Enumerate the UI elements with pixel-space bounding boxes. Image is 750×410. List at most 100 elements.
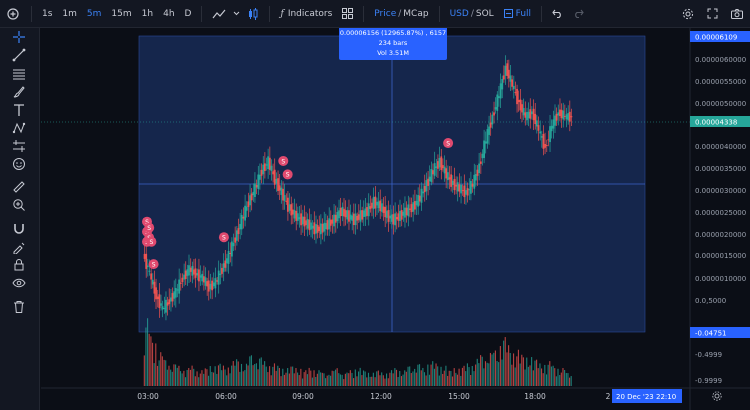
candle-body	[221, 267, 223, 274]
volume-bar	[156, 365, 159, 386]
candle-body	[344, 210, 347, 218]
prediction-icon[interactable]	[10, 137, 28, 155]
candle-body	[479, 161, 482, 164]
volume-bar	[405, 371, 407, 386]
chevron-down-icon[interactable]	[231, 0, 242, 28]
svg-text:20 Dec '23: 20 Dec '23	[616, 393, 654, 401]
volume-bar	[217, 365, 220, 386]
magnet-icon[interactable]	[10, 220, 28, 238]
volume-bar	[442, 373, 444, 386]
sell-marker[interactable]: S	[282, 169, 293, 180]
volume-bar	[514, 367, 516, 386]
indicators-button[interactable]: ƒ Indicators	[275, 0, 337, 28]
interval-1h[interactable]: 1h	[141, 8, 154, 19]
crosshair-time-label: 20 Dec '23 22:10	[612, 389, 682, 403]
volume-bar	[298, 375, 300, 386]
fib-retracement-icon[interactable]	[10, 65, 28, 83]
time-axis[interactable]: 03:00 06:00 09:00 12:00 15:00 18:00 2	[137, 392, 610, 401]
sell-marker-label: S	[152, 261, 156, 268]
price-chart[interactable]: SSSSSSSSSSS 0.00006156 (12965.87%) , 615…	[41, 28, 750, 410]
volume-bar	[468, 367, 470, 386]
settings-gear-icon[interactable]	[676, 0, 700, 28]
candle-body	[166, 302, 169, 306]
candle-body	[438, 157, 441, 168]
currency-separator: /	[470, 8, 474, 19]
interval-1m[interactable]: 1m	[62, 8, 77, 19]
candle-body	[422, 191, 425, 194]
price-mcap-toggle[interactable]: Price / MCap	[369, 0, 433, 28]
lock-icon[interactable]	[10, 256, 28, 274]
volume-bar	[440, 366, 442, 386]
volume-bar	[466, 363, 468, 386]
candle-body	[288, 204, 291, 211]
eye-icon[interactable]	[10, 274, 28, 292]
candle-body	[151, 279, 154, 285]
sell-marker[interactable]: S	[218, 232, 229, 243]
candle-body	[203, 276, 205, 283]
fullscreen-expand-icon[interactable]	[700, 0, 724, 28]
candle-body	[191, 266, 194, 276]
candle-body	[530, 111, 533, 115]
sell-marker[interactable]: S	[148, 259, 159, 270]
volume-bar	[366, 377, 368, 386]
interval-1s[interactable]: 1s	[42, 8, 53, 19]
add-symbol-icon[interactable]	[0, 0, 26, 28]
candles	[143, 55, 573, 321]
sell-marker[interactable]: S	[144, 222, 155, 233]
currency-toggle[interactable]: USD / SOL	[445, 0, 499, 28]
volume-bar	[486, 362, 488, 386]
candle-body	[399, 210, 401, 221]
emoji-icon[interactable]	[10, 155, 28, 173]
volume-bar	[564, 370, 566, 386]
candle-body	[334, 214, 337, 223]
chart-type-line-icon[interactable]	[207, 0, 231, 28]
candle-body	[494, 107, 497, 110]
redo-icon[interactable]	[568, 0, 589, 28]
zoom-in-icon[interactable]	[10, 196, 28, 214]
volume-bar	[480, 355, 482, 386]
candle-body	[390, 214, 393, 222]
camera-icon[interactable]	[724, 0, 750, 28]
candle-body	[150, 273, 153, 280]
sell-marker[interactable]: S	[146, 236, 157, 247]
volume-bar	[377, 370, 379, 386]
volume-bar	[437, 366, 439, 386]
interval-15m[interactable]: 15m	[111, 8, 132, 19]
crosshair-icon[interactable]	[10, 28, 28, 46]
volume-bar	[269, 366, 271, 386]
draw-lock-icon[interactable]	[10, 238, 28, 256]
full-toggle[interactable]: Full	[499, 0, 536, 28]
candle-body	[323, 222, 326, 232]
chart-area[interactable]: SSSSSSSSSSS 0.00006156 (12965.87%) , 615…	[41, 28, 750, 410]
text-tool-icon[interactable]	[10, 101, 28, 119]
sell-marker[interactable]: S	[443, 138, 454, 149]
undo-icon[interactable]	[547, 0, 568, 28]
interval-4h[interactable]: 4h	[163, 8, 175, 19]
toolbar-divider	[363, 5, 365, 22]
pattern-icon[interactable]	[10, 119, 28, 137]
volume-bar	[463, 365, 465, 386]
candle-body	[504, 65, 507, 76]
volume-bar	[229, 373, 231, 386]
brush-icon[interactable]	[10, 83, 28, 101]
volume-bar	[221, 370, 223, 386]
interval-D[interactable]: D	[184, 8, 192, 19]
candle-body	[163, 308, 166, 310]
toolbar-divider	[201, 5, 203, 22]
interval-5m[interactable]: 5m	[86, 8, 102, 19]
sell-marker[interactable]: S	[278, 155, 289, 166]
volume-bar	[165, 360, 167, 386]
volume-bar	[348, 373, 350, 386]
volume-bar	[259, 358, 261, 386]
layouts-grid-icon[interactable]	[337, 0, 358, 28]
ruler-icon[interactable]	[10, 178, 28, 196]
trend-line-icon[interactable]	[10, 46, 28, 64]
candle-body	[466, 188, 469, 196]
volume-bar	[161, 356, 163, 386]
axis-settings-gear-icon[interactable]	[712, 391, 722, 401]
volume-bar	[425, 375, 427, 386]
trash-icon[interactable]	[10, 298, 28, 316]
svg-text:-0.04751: -0.04751	[695, 330, 726, 338]
time-tick-label: 2	[606, 392, 611, 401]
candles-icon[interactable]	[242, 0, 264, 28]
